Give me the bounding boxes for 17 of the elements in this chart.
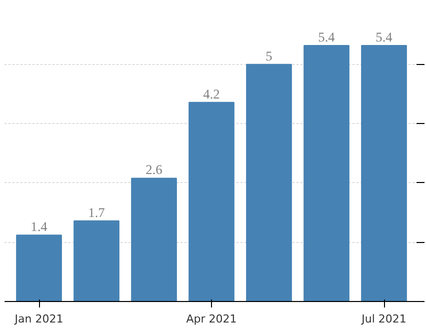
data-label: 5.4 bbox=[376, 29, 393, 44]
data-label: 4.2 bbox=[203, 86, 220, 102]
bar bbox=[361, 44, 407, 302]
bar bbox=[131, 178, 177, 302]
data-label: 1.4 bbox=[30, 219, 48, 234]
x-tick-label: Jul 2021 bbox=[360, 312, 406, 326]
x-tick-label: Apr 2021 bbox=[186, 312, 237, 326]
bar bbox=[188, 102, 234, 302]
bar bbox=[246, 64, 292, 302]
x-tick-label: Jan 2021 bbox=[14, 312, 64, 326]
bar bbox=[304, 44, 350, 302]
data-label: 2.6 bbox=[146, 162, 163, 178]
data-label: 1.7 bbox=[88, 204, 106, 220]
data-label: 5.4 bbox=[318, 29, 336, 44]
bar bbox=[16, 234, 62, 302]
bar bbox=[74, 220, 120, 302]
data-label: 5 bbox=[266, 48, 273, 64]
